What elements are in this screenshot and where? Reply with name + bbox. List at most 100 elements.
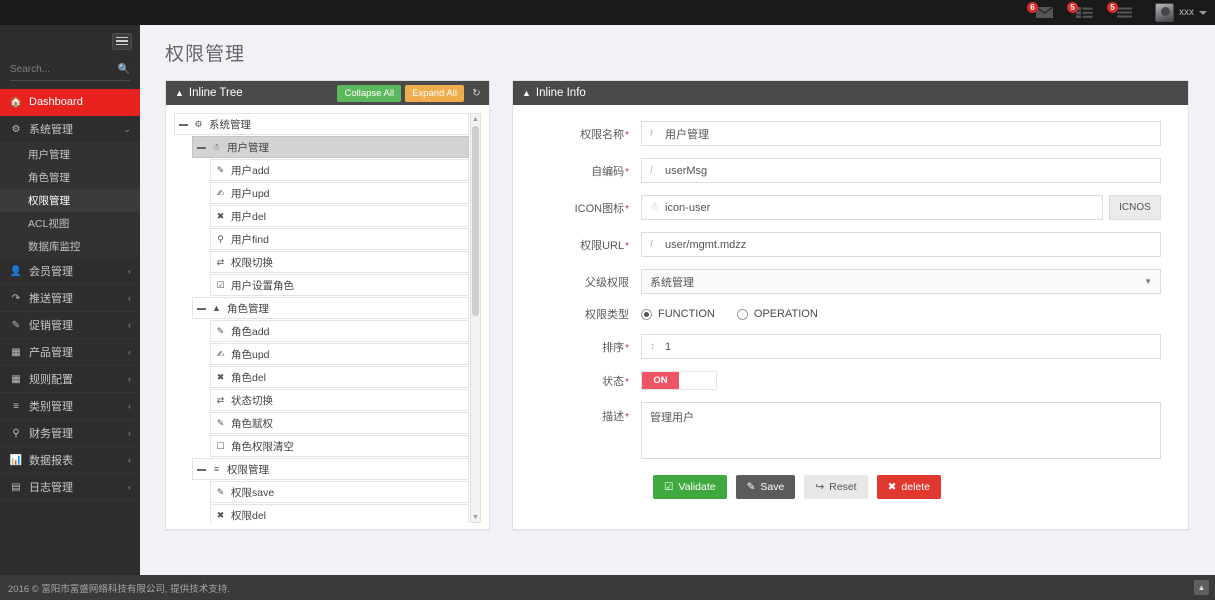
icon-input[interactable] xyxy=(665,201,1094,214)
bars-icon[interactable]: 5 xyxy=(1107,1,1135,21)
sidebar-item-rule-config[interactable]: ▦ 规则配置 ‹ xyxy=(0,366,140,393)
tree-collapse-icon[interactable] xyxy=(179,120,188,129)
tree-node-状态切换[interactable]: ⇄ 状态切换 xyxy=(210,389,469,411)
code-field[interactable]: I xyxy=(641,158,1161,183)
pencil-icon: ✎ xyxy=(216,417,225,428)
sidebar-item-label: Dashboard xyxy=(29,96,83,108)
search-icon[interactable]: 🔍 xyxy=(117,64,130,75)
sidebar-item-label: 推送管理 xyxy=(29,293,73,305)
field-row-code: 自编码* I xyxy=(531,158,1170,183)
refresh-icon[interactable]: ↻ xyxy=(468,84,485,102)
sidebar-item-push-mgmt[interactable]: ↷ 推送管理 ‹ xyxy=(0,285,140,312)
hamburger-icon[interactable] xyxy=(112,32,132,50)
times-icon: ✖ xyxy=(216,210,225,221)
name-field[interactable]: I xyxy=(641,121,1161,146)
edit-icon: ✍ xyxy=(216,187,225,198)
sidebar-item-promo-mgmt[interactable]: ✎ 促销管理 ‹ xyxy=(0,312,140,339)
sidebar-item-log-mgmt[interactable]: ▤ 日志管理 ‹ xyxy=(0,474,140,501)
tree-node-权限管理[interactable]: ≡ 权限管理 xyxy=(192,458,469,480)
desc-textarea[interactable] xyxy=(641,402,1161,459)
envelope-icon[interactable]: 6 xyxy=(1027,1,1055,21)
scroll-up-icon[interactable]: ▲ xyxy=(472,115,479,123)
icon-field[interactable]: ☃ xyxy=(641,195,1103,220)
scrollbar-thumb[interactable] xyxy=(472,126,479,316)
sidebar-item-acl-view[interactable]: ACL视图 xyxy=(0,212,140,235)
sidebar-item-finance-mgmt[interactable]: ⚲ 财务管理 ‹ xyxy=(0,420,140,447)
tree-node-label: 权限save xyxy=(231,486,275,499)
tree-node-角色权限清空[interactable]: ☐ 角色权限清空 xyxy=(210,435,469,457)
form-panel: ▲ Inline Info 权限名称* I xyxy=(512,80,1189,530)
url-field[interactable]: I xyxy=(641,232,1161,257)
sidebar-item-db-monitor[interactable]: 数据库监控 xyxy=(0,235,140,258)
tree-node-角色管理[interactable]: ▲ 角色管理 xyxy=(192,297,469,319)
icons-picker-button[interactable]: ICNOS xyxy=(1109,195,1161,220)
radio-operation[interactable]: OPERATION xyxy=(736,308,818,320)
pencil-icon: ✎ xyxy=(216,164,225,175)
tree-node-label: 角色add xyxy=(231,325,270,338)
tasks-icon[interactable]: 5 xyxy=(1067,1,1095,21)
tree-node-权限del[interactable]: ✖ 权限del xyxy=(210,504,469,523)
search-box[interactable]: 🔍 xyxy=(10,59,130,81)
save-button[interactable]: ✎ Save xyxy=(735,475,796,499)
validate-button[interactable]: ☑ Validate xyxy=(653,475,727,499)
parent-select[interactable]: 系统管理 ▼ xyxy=(641,269,1161,294)
tree-node-label: 用户find xyxy=(231,233,269,246)
sidebar-item-data-report[interactable]: 📊 数据报表 ‹ xyxy=(0,447,140,474)
name-input[interactable] xyxy=(665,127,1152,140)
tree-node-用户upd[interactable]: ✍ 用户upd xyxy=(210,182,469,204)
tree-node-角色del[interactable]: ✖ 角色del xyxy=(210,366,469,388)
sidebar-item-label: 会员管理 xyxy=(29,266,73,278)
status-toggle[interactable]: ON xyxy=(641,371,717,390)
order-field[interactable]: ↕ xyxy=(641,334,1161,359)
tree-node-角色赋权[interactable]: ✎ 角色赋权 xyxy=(210,412,469,434)
url-input[interactable] xyxy=(665,238,1152,251)
footer: 2016 © 富阳市富盛网络科技有限公司, 提供技术支持. ▲ xyxy=(0,575,1215,600)
sidebar-item-member-mgmt[interactable]: 👤 会员管理 ‹ xyxy=(0,258,140,285)
radio-function[interactable]: FUNCTION xyxy=(641,308,715,320)
reset-button[interactable]: ↪ Reset xyxy=(804,475,868,499)
chevron-down-icon: ▼ xyxy=(1144,277,1152,286)
code-input[interactable] xyxy=(665,164,1152,177)
box-icon: ▦ xyxy=(11,346,21,358)
tree-node-角色add[interactable]: ✎ 角色add xyxy=(210,320,469,342)
tree-collapse-icon[interactable] xyxy=(197,304,206,313)
tree-body: ⚙ 系统管理 ☃ 用户管理 ✎ 用户add ✍ 用户upd ✖ 用户del ⚲ 用户find ⇄ 权限切换… xyxy=(166,105,489,529)
tree-node-权限切换[interactable]: ⇄ 权限切换 xyxy=(210,251,469,273)
radio-dot-icon xyxy=(641,308,652,320)
user-menu[interactable]: xxx xyxy=(1149,3,1207,22)
delete-button[interactable]: ✖ delete xyxy=(876,475,942,499)
sitemap-icon: ▲ xyxy=(175,88,184,98)
sidebar-item-label: 财务管理 xyxy=(29,428,73,440)
sidebar-item-product-mgmt[interactable]: ▦ 产品管理 ‹ xyxy=(0,339,140,366)
sidebar-item-user-mgmt[interactable]: 用户管理 xyxy=(0,143,140,166)
tree-node-权限save[interactable]: ✎ 权限save xyxy=(210,481,469,503)
sidebar-item-system-mgmt[interactable]: ⚙ 系统管理 ⌄ xyxy=(0,116,140,143)
tree-collapse-icon[interactable] xyxy=(197,465,206,474)
radio-dot-icon xyxy=(736,308,748,320)
sidebar-item-dashboard[interactable]: 🏠 Dashboard xyxy=(0,89,140,116)
sidebar-item-permission-mgmt[interactable]: 权限管理 xyxy=(0,189,140,212)
scroll-down-icon[interactable]: ▼ xyxy=(472,513,479,521)
gears-icon: ⚙ xyxy=(194,118,203,129)
tree-node-用户find[interactable]: ⚲ 用户find xyxy=(210,228,469,250)
tree-node-用户add[interactable]: ✎ 用户add xyxy=(210,159,469,181)
tree-node-系统管理[interactable]: ⚙ 系统管理 xyxy=(174,113,469,135)
scroll-to-top-button[interactable]: ▲ xyxy=(1194,580,1209,595)
sidebar-item-role-mgmt[interactable]: 角色管理 xyxy=(0,166,140,189)
tree-node-用户管理[interactable]: ☃ 用户管理 xyxy=(192,136,469,158)
sidebar-item-category-mgmt[interactable]: ≡ 类别管理 ‹ xyxy=(0,393,140,420)
order-input[interactable] xyxy=(665,340,1152,353)
collapse-all-button[interactable]: Collapse All xyxy=(337,84,402,102)
text-icon: I xyxy=(650,239,653,250)
sidebar-subitem-label: 角色管理 xyxy=(28,172,70,184)
list-icon: ≡ xyxy=(13,400,19,412)
expand-all-button[interactable]: Expand All xyxy=(405,84,464,102)
save-button-label: Save xyxy=(760,481,785,493)
tree-scrollbar[interactable]: ▲ ▼ xyxy=(470,113,481,523)
search-input[interactable] xyxy=(10,64,110,75)
tree-node-角色upd[interactable]: ✍ 角色upd xyxy=(210,343,469,365)
tree-collapse-icon[interactable] xyxy=(197,143,206,152)
sidebar-submenu-system: 用户管理 角色管理 权限管理 ACL视图 数据库监控 xyxy=(0,143,140,258)
tree-node-用户设置角色[interactable]: ☑ 用户设置角色 xyxy=(210,274,469,296)
tree-node-用户del[interactable]: ✖ 用户del xyxy=(210,205,469,227)
